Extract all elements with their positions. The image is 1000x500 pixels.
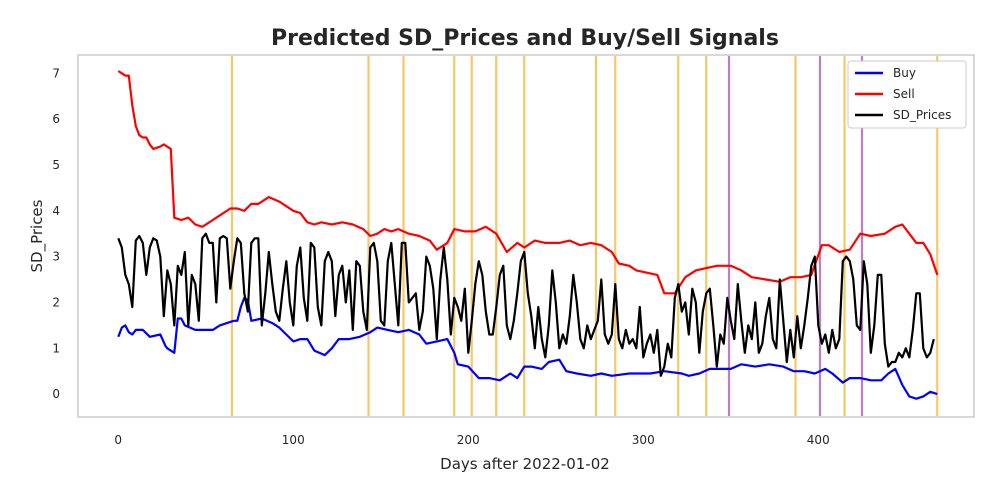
x-tick-label-400: 400: [807, 433, 830, 447]
y-tick-label-2: 2: [52, 295, 60, 309]
y-tick-label-6: 6: [52, 112, 60, 126]
legend-label-sell: Sell: [893, 87, 915, 101]
y-axis-label: SD_Prices: [28, 199, 47, 272]
x-tick-label-200: 200: [457, 433, 480, 447]
series-line-buy: [117, 296, 938, 400]
x-tick-label-300: 300: [632, 433, 655, 447]
legend-label-sd-prices: SD_Prices: [893, 108, 951, 122]
series-lines: [117, 70, 939, 400]
legend: Buy Sell SD_Prices: [847, 60, 967, 129]
x-tick-label-0: 0: [114, 433, 122, 447]
plot-frame: [77, 54, 975, 418]
chart-title: Predicted SD_Prices and Buy/Sell Signals: [271, 26, 779, 51]
series-line-sell: [117, 70, 939, 295]
y-tick-labels: 0 1 2 3 4 5 6 7: [52, 66, 60, 401]
legend-box: [847, 60, 967, 129]
y-tick-label-4: 4: [52, 204, 60, 218]
x-axis-label: Days after 2022-01-02: [440, 455, 610, 473]
legend-label-buy: Buy: [893, 66, 916, 80]
y-tick-label-0: 0: [52, 387, 60, 401]
y-tick-label-1: 1: [52, 341, 60, 355]
series-line-sd-prices: [117, 232, 935, 377]
signal-lines: [230, 56, 939, 416]
y-tick-label-5: 5: [52, 158, 60, 172]
y-tick-label-7: 7: [52, 66, 60, 80]
x-tick-labels: 0 100 200 300 400: [114, 433, 829, 447]
x-tick-label-100: 100: [282, 433, 305, 447]
y-tick-label-3: 3: [52, 250, 60, 264]
